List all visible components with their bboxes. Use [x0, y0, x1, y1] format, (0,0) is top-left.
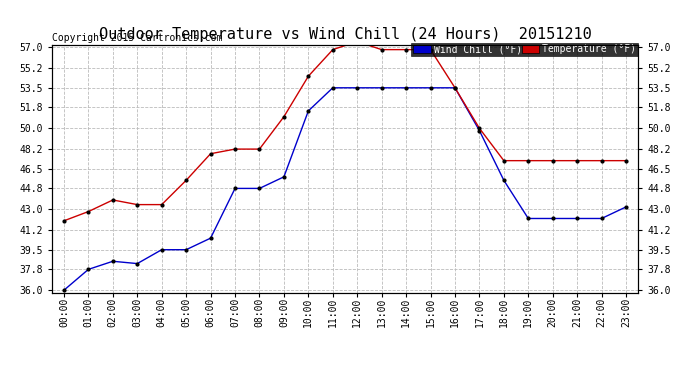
Legend: Wind Chill (°F), Temperature (°F): Wind Chill (°F), Temperature (°F)	[411, 42, 638, 56]
Title: Outdoor Temperature vs Wind Chill (24 Hours)  20151210: Outdoor Temperature vs Wind Chill (24 Ho…	[99, 27, 591, 42]
Text: Copyright 2015 Cartronics.com: Copyright 2015 Cartronics.com	[52, 33, 222, 42]
